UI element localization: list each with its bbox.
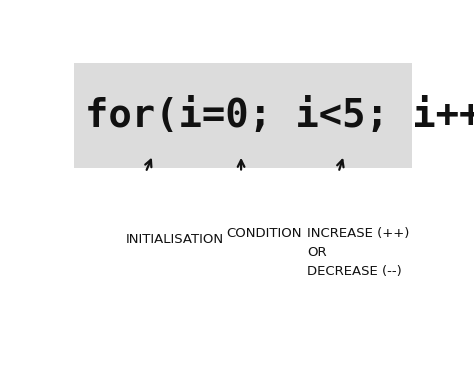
- FancyBboxPatch shape: [74, 63, 412, 168]
- Text: for(i=0; i<5; i++): for(i=0; i<5; i++): [85, 97, 474, 135]
- Text: INITIALISATION: INITIALISATION: [125, 233, 224, 246]
- Text: CONDITION: CONDITION: [227, 227, 302, 240]
- Text: INCREASE (++)
OR
DECREASE (--): INCREASE (++) OR DECREASE (--): [307, 227, 410, 278]
